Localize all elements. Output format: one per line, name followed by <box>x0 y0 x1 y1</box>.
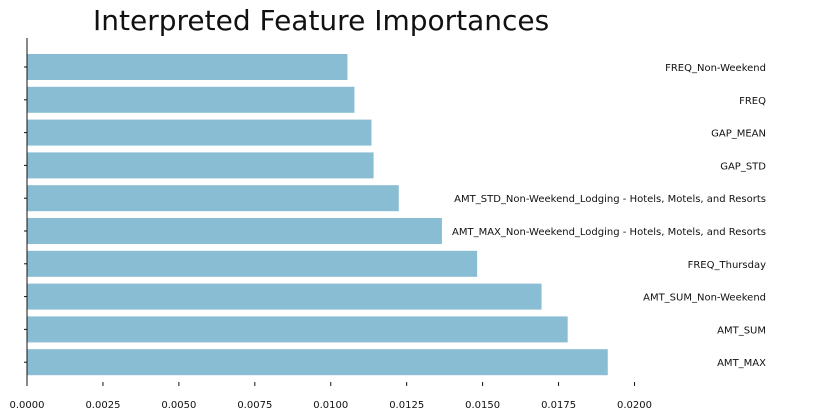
x-tick-label: 0.0150 <box>465 400 500 411</box>
x-tick-label: 0.0175 <box>541 400 576 411</box>
axes: 0.0000 0.0025 0.0050 0.0075 0.0100 0.0125 0.01… <box>10 38 652 411</box>
category-label: FREQ <box>739 96 766 107</box>
category-label: AMT_STD_Non-Weekend_Lodging - Hotels, Mo… <box>454 194 766 205</box>
category-label: FREQ_Thursday <box>688 260 766 271</box>
x-tick-label: 0.0075 <box>237 400 272 411</box>
bar-amt-max <box>27 349 608 376</box>
bar-amt-max-non-weekend-lodging-hotels-motels-and-resorts <box>27 218 442 244</box>
bar-amt-std-non-weekend-lodging-hotels-motels-and-resorts <box>27 185 399 212</box>
category-label: AMT_MAX <box>717 358 766 369</box>
category-label: GAP_STD <box>720 161 766 172</box>
category-label: AMT_SUM_Non-Weekend <box>643 293 766 304</box>
x-tick-label: 0.0125 <box>389 400 424 411</box>
x-tick-label: 0.0100 <box>313 400 348 411</box>
category-label: AMT_SUM <box>717 325 766 336</box>
chart-title: Interpreted Feature Importances <box>93 4 550 37</box>
bar-amt-sum <box>27 316 568 343</box>
bar-gap-std <box>27 152 374 179</box>
category-labels: FREQ_Non-Weekend FREQ GAP_MEAN GAP_STD AMT_S… <box>452 63 766 369</box>
bar-amt-sum-non-weekend <box>27 283 542 310</box>
bar-freq <box>27 86 355 113</box>
bar-gap-mean <box>27 119 372 146</box>
x-tick-label: 0.0050 <box>161 400 196 411</box>
bars-layer <box>27 54 608 376</box>
category-label: FREQ_Non-Weekend <box>665 63 766 74</box>
bar-freq-non-weekend <box>27 54 348 80</box>
bar-freq-thursday <box>27 250 478 277</box>
category-label: AMT_MAX_Non-Weekend_Lodging - Hotels, Mo… <box>452 227 766 238</box>
category-label: GAP_MEAN <box>711 129 766 140</box>
x-tick-label: 0.0025 <box>85 400 120 411</box>
x-tick-label: 0.0000 <box>10 400 45 411</box>
x-tick-label: 0.0200 <box>617 400 652 411</box>
